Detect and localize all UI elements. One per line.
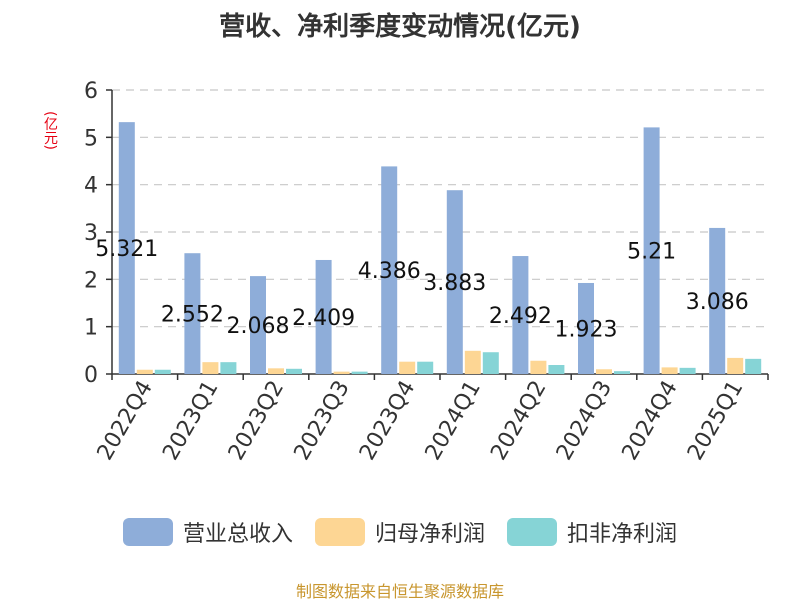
y-tick-label: 0 [84, 363, 98, 388]
bar-deducted-profit [351, 371, 368, 374]
bar-net-profit [333, 371, 350, 374]
x-tick-label: 2023Q2 [224, 377, 289, 465]
data-label-revenue: 4.386 [358, 259, 421, 284]
y-axis-unit-label: (亿元) [42, 110, 58, 150]
x-tick-label: 2024Q3 [552, 377, 617, 465]
bar-net-profit [727, 357, 744, 374]
bar-deducted-profit [679, 367, 696, 374]
bar-deducted-profit [614, 371, 630, 374]
data-label-revenue: 2.552 [161, 303, 224, 328]
x-tick-label: 2024Q1 [421, 377, 486, 465]
bar-net-profit [530, 360, 547, 374]
legend-item-revenue[interactable]: 营业总收入 [122, 516, 293, 548]
legend-label-revenue: 营业总收入 [182, 522, 293, 547]
data-label-revenue: 2.409 [292, 306, 355, 331]
bar-net-profit [596, 369, 612, 374]
x-tick-label: 2023Q4 [355, 377, 420, 465]
data-label-revenue: 3.883 [423, 271, 486, 296]
legend-item-deducted-profit[interactable]: 扣非净利润 [507, 516, 677, 548]
bar-deducted-profit [220, 362, 237, 374]
bar-revenue [643, 127, 660, 374]
bar-revenue [118, 122, 135, 374]
bar-net-profit [399, 361, 416, 374]
x-tick-label: 2025Q1 [683, 377, 748, 465]
legend-label-net-profit: 归母净利润 [374, 522, 485, 547]
bar-revenue [709, 227, 726, 374]
legend-swatch-deducted-profit [507, 518, 557, 546]
bar-net-profit [202, 362, 219, 374]
bar-net-profit [268, 368, 284, 374]
legend-swatch-net-profit [314, 518, 365, 546]
bar-revenue [184, 253, 201, 374]
chart-legend: 营业总收入 归母净利润 扣非净利润 [0, 516, 800, 548]
y-tick-label: 2 [84, 268, 98, 293]
bar-revenue [381, 166, 398, 374]
bar-revenue [250, 276, 266, 374]
y-tick-label: 3 [84, 221, 98, 246]
x-tick-label: 2023Q1 [158, 377, 223, 465]
x-tick-label: 2024Q4 [617, 377, 682, 465]
bar-deducted-profit [286, 368, 302, 374]
legend-label-deducted-profit: 扣非净利润 [567, 522, 678, 547]
x-tick-label: 2022Q4 [93, 377, 158, 465]
data-label-revenue: 2.068 [227, 314, 290, 339]
bar-deducted-profit [745, 358, 762, 374]
bar-revenue [512, 256, 529, 374]
y-tick-label: 5 [84, 126, 98, 151]
data-label-revenue: 1.923 [555, 317, 618, 342]
y-tick-label: 6 [84, 79, 98, 104]
x-tick-label: 2024Q2 [486, 377, 551, 465]
bar-deducted-profit [154, 369, 171, 374]
y-tick-label: 4 [84, 174, 98, 199]
bar-net-profit [464, 350, 481, 374]
data-label-revenue: 3.086 [686, 290, 749, 315]
legend-swatch-revenue [122, 518, 173, 546]
data-label-revenue: 5.321 [95, 237, 158, 262]
bar-revenue [578, 282, 594, 374]
bar-deducted-profit [482, 352, 499, 374]
bar-net-profit [661, 367, 678, 374]
legend-item-net-profit[interactable]: 归母净利润 [314, 516, 485, 548]
data-label-revenue: 5.21 [627, 240, 676, 265]
data-source-note: 制图数据来自恒生聚源数据库 [295, 582, 504, 601]
data-label-revenue: 2.492 [489, 304, 552, 329]
bar-net-profit [136, 369, 153, 374]
bar-deducted-profit [417, 361, 434, 374]
chart-title: 营收、净利季度变动情况(亿元) [219, 12, 581, 42]
bar-revenue [446, 190, 463, 374]
x-tick-label: 2023Q3 [289, 377, 354, 465]
bar-revenue [315, 259, 332, 374]
y-tick-label: 1 [84, 316, 98, 341]
bar-deducted-profit [548, 365, 565, 374]
